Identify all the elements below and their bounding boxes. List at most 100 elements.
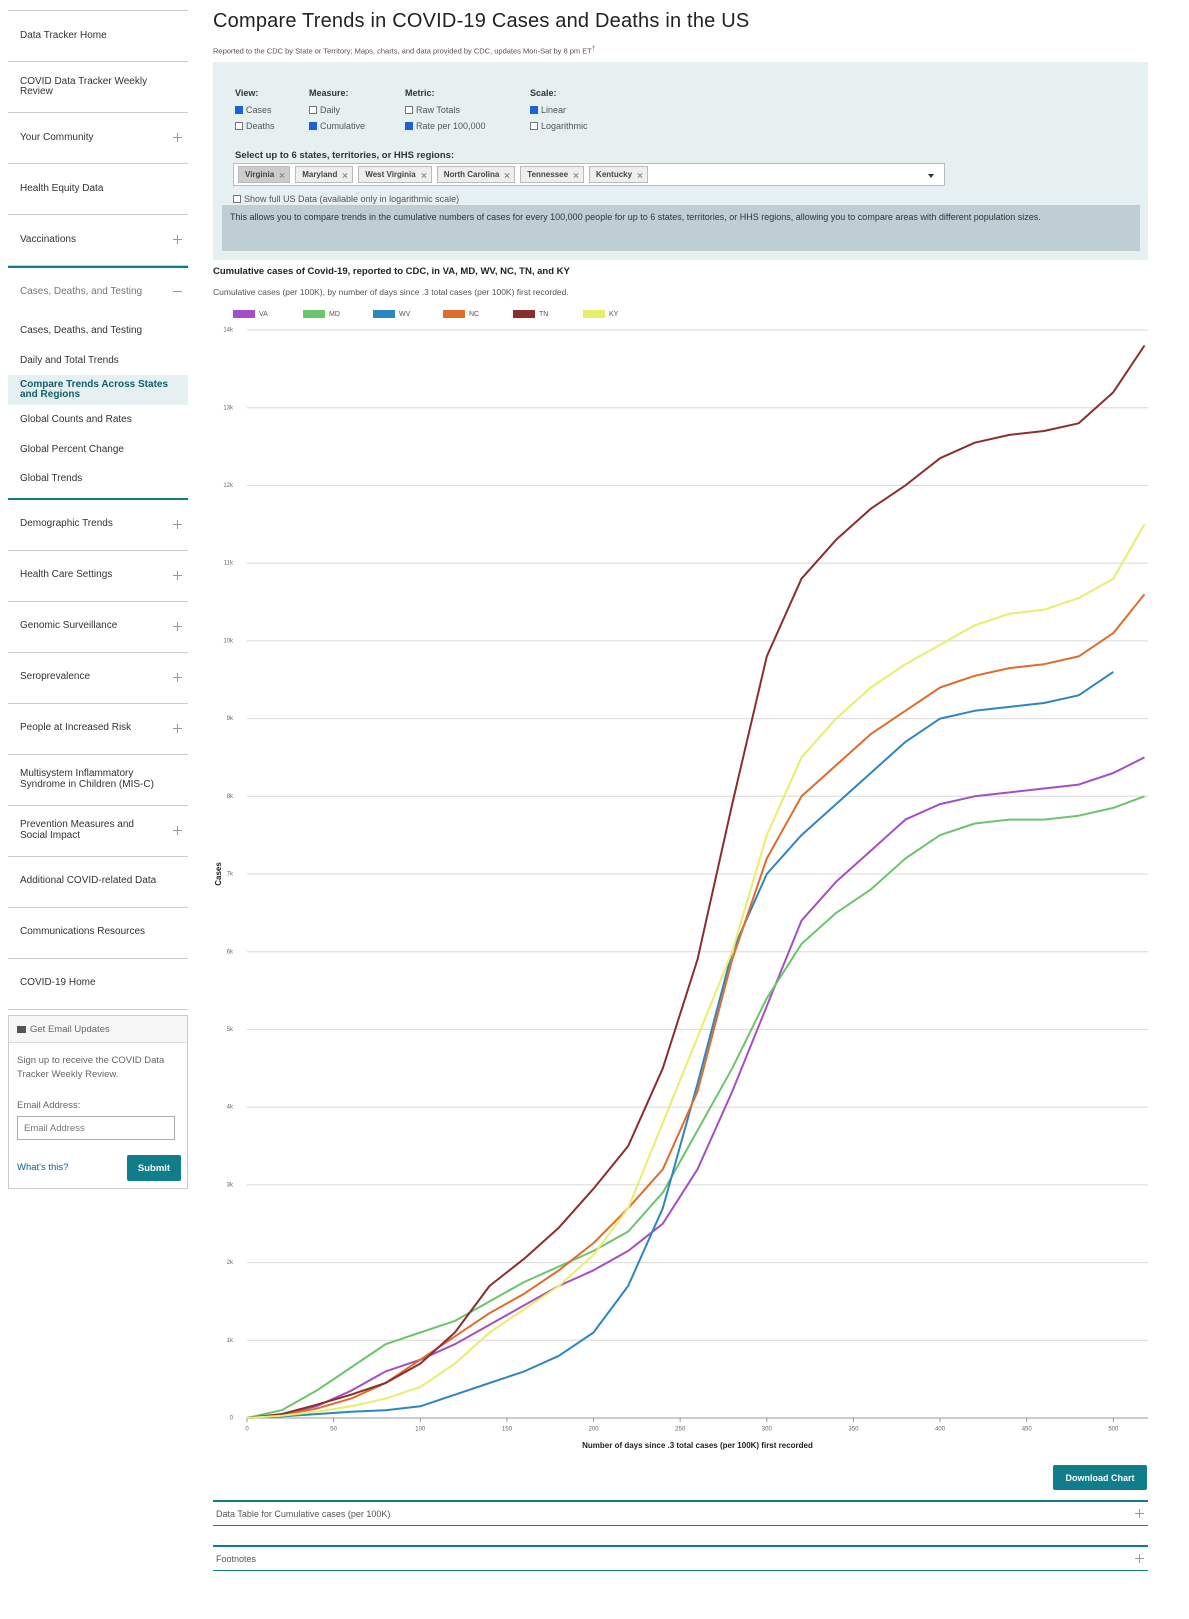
chip-remove[interactable] (504, 172, 510, 178)
nav-item[interactable]: Additional COVID-related Data (8, 857, 188, 908)
nav-item[interactable]: Health Equity Data (8, 164, 188, 215)
legend-swatch[interactable] (373, 310, 395, 318)
legend-item[interactable]: MD (303, 310, 373, 318)
sub-nav-item[interactable]: Compare Trends Across States and Regions (8, 375, 188, 405)
expand-icon[interactable] (173, 235, 182, 244)
legend-item[interactable]: KY (583, 310, 653, 318)
nav-label[interactable]: Genomic Surveillance (20, 620, 118, 632)
checkbox[interactable] (309, 106, 317, 114)
checkbox[interactable] (233, 195, 241, 203)
option-label[interactable]: Daily (320, 105, 341, 115)
nav-label[interactable]: Multisystem Inflammatory Syndrome in Chi… (20, 768, 154, 790)
accordion[interactable]: Footnotes (213, 1545, 1148, 1571)
chip[interactable]: Virginia (238, 166, 291, 183)
chip-label[interactable]: North Carolina (443, 170, 500, 179)
legend-swatch[interactable] (233, 310, 255, 318)
nav-item[interactable]: Genomic Surveillance (8, 602, 188, 653)
legend-swatch[interactable] (513, 310, 535, 318)
chip-label[interactable]: Virginia (245, 170, 275, 179)
nav-item[interactable]: Your Community (8, 113, 188, 164)
chip[interactable]: Maryland (295, 166, 354, 183)
legend-label[interactable]: WV (399, 310, 411, 318)
legend-label[interactable]: VA (259, 310, 268, 318)
chip-remove[interactable] (279, 172, 285, 178)
expand-icon[interactable] (1135, 1508, 1144, 1518)
option-label[interactable]: Deaths (246, 121, 275, 131)
option[interactable]: Cumulative (309, 118, 365, 134)
nav-label[interactable]: COVID Data Tracker Weekly Review (20, 75, 148, 97)
nav-item[interactable]: Communications Resources (8, 908, 188, 959)
option-label[interactable]: Raw Totals (416, 105, 460, 115)
email-input[interactable]: Email Address (17, 1116, 175, 1140)
nav-label[interactable]: Communications Resources (20, 926, 146, 938)
option-label[interactable]: Cases (246, 105, 272, 115)
expand-icon[interactable] (173, 723, 182, 733)
nav-item[interactable]: Prevention Measures and Social Impact (8, 806, 188, 857)
checkbox[interactable] (530, 106, 538, 114)
option[interactable]: Deaths (235, 118, 275, 134)
chip-label[interactable]: Tennessee (527, 170, 569, 179)
checkbox[interactable] (405, 122, 413, 130)
nav-label[interactable]: Seroprevalence (20, 671, 91, 683)
accordion-label[interactable]: Footnotes (216, 1553, 257, 1564)
sub-nav-item[interactable]: Global Percent Change (8, 435, 188, 465)
nav-item[interactable]: Seroprevalence (8, 653, 188, 704)
chip-remove[interactable] (637, 172, 643, 178)
nav-label[interactable]: Health Equity Data (20, 182, 104, 194)
option-label[interactable]: Linear (541, 105, 567, 115)
chip-label[interactable]: Kentucky (596, 170, 633, 179)
nav-label[interactable]: Health Care Settings (20, 569, 113, 581)
expand-icon[interactable] (1135, 1553, 1144, 1563)
nav-item[interactable]: Multisystem Inflammatory Syndrome in Chi… (8, 755, 188, 806)
option-label[interactable]: Rate per 100,000 (416, 121, 486, 131)
dropdown-caret[interactable] (928, 174, 934, 178)
option[interactable]: Raw Totals (405, 102, 486, 118)
sub-nav-item[interactable]: Daily and Total Trends (8, 346, 188, 376)
chip[interactable]: West Virginia (358, 166, 432, 183)
collapse-icon[interactable] (173, 287, 182, 296)
chip[interactable]: Tennessee (520, 166, 585, 183)
legend-swatch[interactable] (583, 310, 605, 318)
expand-icon[interactable] (173, 621, 182, 631)
nav-label[interactable]: Prevention Measures and Social Impact (20, 819, 134, 841)
accordion[interactable]: Data Table for Cumulative cases (per 100… (213, 1500, 1148, 1526)
legend-label[interactable]: KY (609, 310, 619, 318)
chip[interactable]: North Carolina (436, 166, 516, 183)
legend-item[interactable]: VA (233, 310, 303, 318)
chip-label[interactable]: West Virginia (365, 170, 416, 179)
chip[interactable]: Kentucky (589, 166, 649, 183)
legend-item[interactable]: WV (373, 310, 443, 318)
option[interactable]: Logarithmic (530, 118, 588, 134)
checkbox[interactable] (530, 122, 538, 130)
sub-nav-label[interactable]: Compare Trends Across States and Regions (20, 379, 169, 400)
legend-label[interactable]: NC (469, 310, 480, 318)
option[interactable]: Daily (309, 102, 365, 118)
option[interactable]: Cases (235, 102, 275, 118)
download-button[interactable]: Download Chart (1053, 1465, 1147, 1490)
full-us-option[interactable]: Show full US Data (available only in log… (233, 191, 459, 207)
nav-label[interactable]: Additional COVID-related Data (20, 875, 157, 887)
legend-label[interactable]: MD (329, 310, 340, 318)
expand-icon[interactable] (173, 519, 182, 529)
nav-item[interactable]: Cases, Deaths, and Testing (8, 266, 188, 316)
checkbox[interactable] (235, 122, 243, 130)
sub-nav-label[interactable]: Global Percent Change (20, 443, 124, 455)
expand-icon[interactable] (173, 825, 182, 835)
nav-item[interactable]: People at Increased Risk (8, 704, 188, 755)
expand-icon[interactable] (173, 672, 182, 682)
accordion-label[interactable]: Data Table for Cumulative cases (per 100… (216, 1508, 391, 1519)
sub-nav-label[interactable]: Global Counts and Rates (20, 414, 132, 426)
legend-swatch[interactable] (443, 310, 465, 318)
nav-label[interactable]: Data Tracker Home (20, 29, 107, 41)
sub-nav-label[interactable]: Global Trends (20, 473, 83, 485)
nav-item[interactable]: Health Care Settings (8, 551, 188, 602)
nav-label[interactable]: People at Increased Risk (20, 722, 132, 734)
option[interactable]: Rate per 100,000 (405, 118, 486, 134)
chip-remove[interactable] (421, 172, 427, 178)
nav-label[interactable]: COVID-19 Home (20, 977, 96, 989)
help-link[interactable]: What's this? (17, 1162, 69, 1173)
option-label[interactable]: Show full US Data (available only in log… (244, 194, 460, 204)
legend-label[interactable]: TN (539, 310, 549, 318)
nav-item[interactable]: Demographic Trends (8, 500, 188, 551)
option-label[interactable]: Logarithmic (541, 121, 588, 131)
